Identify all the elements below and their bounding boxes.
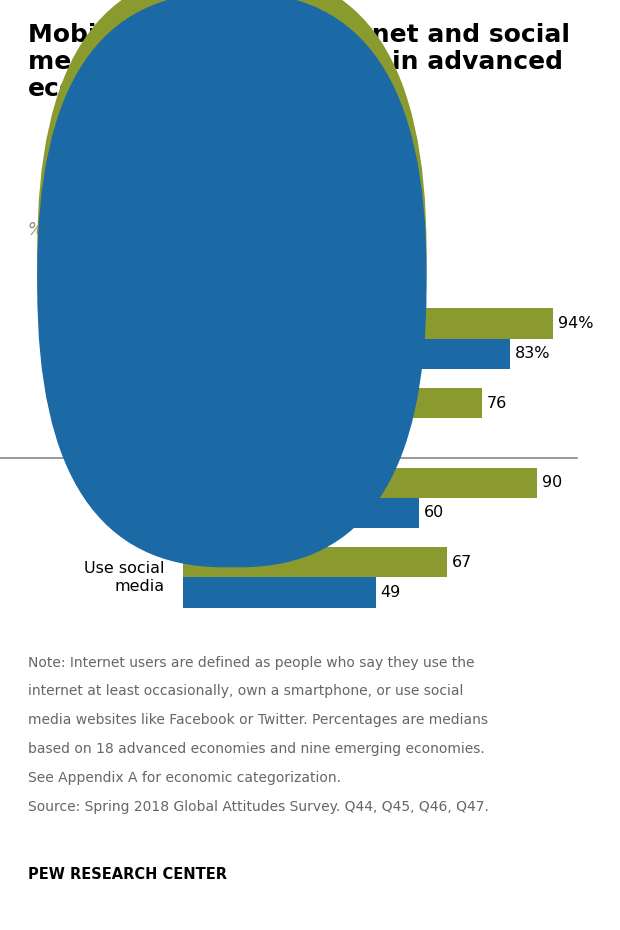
Text: Note: Internet users are defined as people who say they use the: Note: Internet users are defined as peop… (28, 656, 474, 670)
Text: 90: 90 (542, 475, 562, 490)
Text: Source: Spring 2018 Global Attitudes Survey. Q44, Q45, Q46, Q47.: Source: Spring 2018 Global Attitudes Sur… (28, 800, 489, 814)
Bar (183, 339, 510, 369)
Text: See Appendix A for economic categorization.: See Appendix A for economic categorizati… (28, 771, 341, 785)
Bar (183, 418, 360, 448)
Text: 60: 60 (424, 505, 444, 521)
Bar (183, 547, 446, 578)
Text: 49: 49 (381, 585, 401, 600)
Text: Advanced economies: Advanced economies (245, 250, 401, 265)
Text: Mobile technology, internet and social
media use more common in advanced
economi: Mobile technology, internet and social m… (28, 23, 570, 101)
Text: 45: 45 (365, 426, 385, 441)
Text: 67: 67 (451, 555, 472, 570)
Text: PEW RESEARCH CENTER: PEW RESEARCH CENTER (28, 867, 227, 882)
Bar (183, 388, 482, 418)
Text: 94%: 94% (558, 316, 593, 331)
Text: based on 18 advanced economies and nine emerging economies.: based on 18 advanced economies and nine … (28, 742, 485, 756)
Text: 83%: 83% (515, 346, 550, 361)
Text: Emerging economies: Emerging economies (245, 272, 399, 287)
Bar (183, 498, 419, 528)
Text: % of adults who ...: % of adults who ... (28, 221, 182, 239)
Bar (183, 578, 376, 607)
Text: media websites like Facebook or Twitter. Percentages are medians: media websites like Facebook or Twitter.… (28, 713, 488, 727)
Bar (183, 468, 537, 498)
Text: 76: 76 (487, 395, 507, 411)
Bar (183, 309, 553, 339)
Text: internet at least occasionally, own a smartphone, or use social: internet at least occasionally, own a sm… (28, 684, 463, 698)
